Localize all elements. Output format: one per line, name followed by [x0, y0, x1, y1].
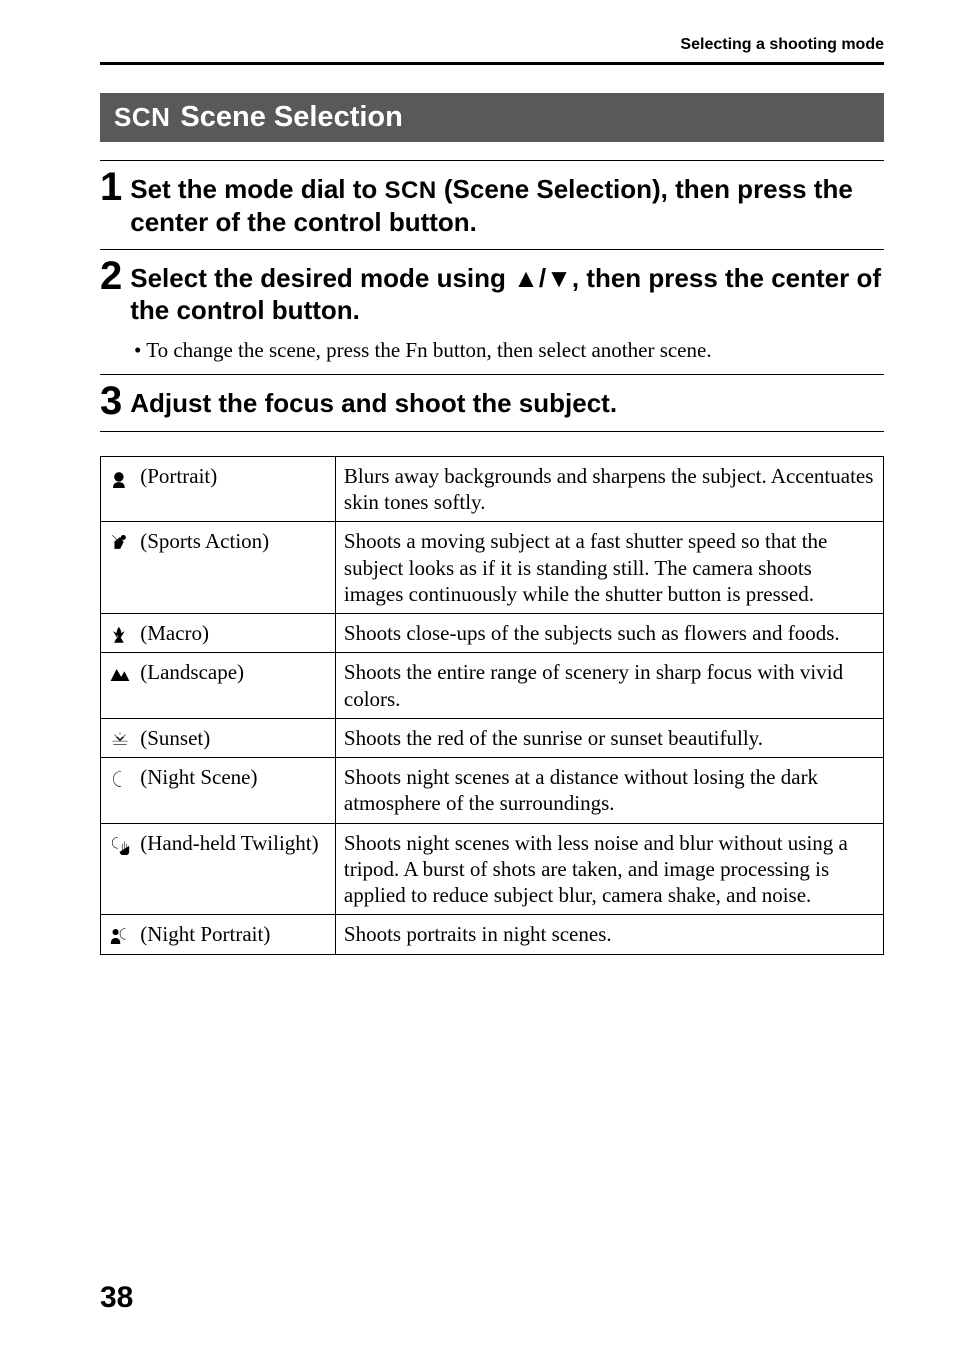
step-divider-1	[100, 249, 884, 250]
table-row: (Landscape) Shoots the entire range of sc…	[101, 653, 884, 719]
step-divider-2	[100, 374, 884, 375]
table-row: (Night Scene) Shoots night scenes at a di…	[101, 758, 884, 824]
header-divider	[100, 62, 884, 65]
mode-name-cell: (Sunset)	[101, 718, 336, 757]
mode-desc-cell: Shoots a moving subject at a fast shutte…	[335, 522, 883, 614]
modes-table: (Portrait) Blurs away backgrounds and sha…	[100, 456, 884, 955]
step-1-pre: Set the mode dial to	[130, 174, 384, 204]
table-row: (Macro) Shoots close-ups of the subjects …	[101, 614, 884, 653]
table-row: (Night Portrait) Shoots portraits in nigh…	[101, 915, 884, 954]
title-bar: SCN Scene Selection	[100, 93, 884, 142]
step-2-arrows-icon: ▲/▼	[513, 263, 572, 293]
step-2-pre: Select the desired mode using	[130, 263, 513, 293]
mode-desc-cell: Shoots night scenes with less noise and …	[335, 823, 883, 915]
mode-label: (Portrait)	[135, 464, 217, 488]
modes-tbody: (Portrait) Blurs away backgrounds and sha…	[101, 456, 884, 954]
mode-desc-cell: Shoots portraits in night scenes.	[335, 915, 883, 954]
step-3-number: 3	[100, 381, 122, 421]
mode-desc-cell: Shoots close-ups of the subjects such as…	[335, 614, 883, 653]
mode-name-cell: (Macro)	[101, 614, 336, 653]
title-text: Scene Selection	[180, 101, 402, 134]
section-label: Selecting a shooting mode	[100, 36, 884, 54]
step-3: 3 Adjust the focus and shoot the subject…	[100, 381, 884, 421]
step-divider-3	[100, 431, 884, 432]
mode-label: (Macro)	[135, 621, 209, 645]
step-2-bullet: To change the scene, press the Fn button…	[134, 337, 884, 364]
scn-icon: SCN	[114, 102, 170, 133]
step-2-number: 2	[100, 256, 122, 296]
mode-name-cell: (Night Scene)	[101, 758, 336, 824]
mode-name-cell: (Landscape)	[101, 653, 336, 719]
table-row: (Sports Action) Shoots a moving subject a…	[101, 522, 884, 614]
step-3-text: Adjust the focus and shoot the subject.	[130, 381, 617, 420]
step-2: 2 Select the desired mode using ▲/▼, the…	[100, 256, 884, 327]
mode-name-cell: (Sports Action)	[101, 522, 336, 614]
step-1-scn-icon: SCN	[385, 177, 437, 204]
table-row: (Sunset) Shoots the red of the sunrise or…	[101, 718, 884, 757]
page-number: 38	[100, 1281, 133, 1315]
step-1-number: 1	[100, 167, 122, 207]
mode-desc-cell: Shoots night scenes at a distance withou…	[335, 758, 883, 824]
page-root: Selecting a shooting mode SCN Scene Sele…	[0, 0, 954, 1345]
step-3-pre: Adjust the focus and shoot the subject.	[130, 388, 617, 418]
mode-label: (Landscape)	[135, 660, 244, 684]
step-1: 1 Set the mode dial to SCN (Scene Select…	[100, 167, 884, 239]
table-row: (Hand-held Twilight) Shoots night scenes …	[101, 823, 884, 915]
mode-desc-cell: Blurs away backgrounds and sharpens the …	[335, 456, 883, 522]
mode-label: (Sunset)	[135, 726, 210, 750]
mode-name-cell: (Portrait)	[101, 456, 336, 522]
step-2-text: Select the desired mode using ▲/▼, then …	[130, 256, 884, 327]
mode-name-cell: (Night Portrait)	[101, 915, 336, 954]
mode-label: (Night Scene)	[135, 765, 257, 789]
mode-desc-cell: Shoots the red of the sunrise or sunset …	[335, 718, 883, 757]
mode-label: (Sports Action)	[135, 529, 269, 553]
mode-name-cell: (Hand-held Twilight)	[101, 823, 336, 915]
table-row: (Portrait) Blurs away backgrounds and sha…	[101, 456, 884, 522]
mode-desc-cell: Shoots the entire range of scenery in sh…	[335, 653, 883, 719]
mode-label: (Night Portrait)	[135, 922, 270, 946]
mode-label: (Hand-held Twilight)	[135, 831, 319, 855]
step-divider-0	[100, 160, 884, 161]
step-1-text: Set the mode dial to SCN (Scene Selectio…	[130, 167, 884, 239]
